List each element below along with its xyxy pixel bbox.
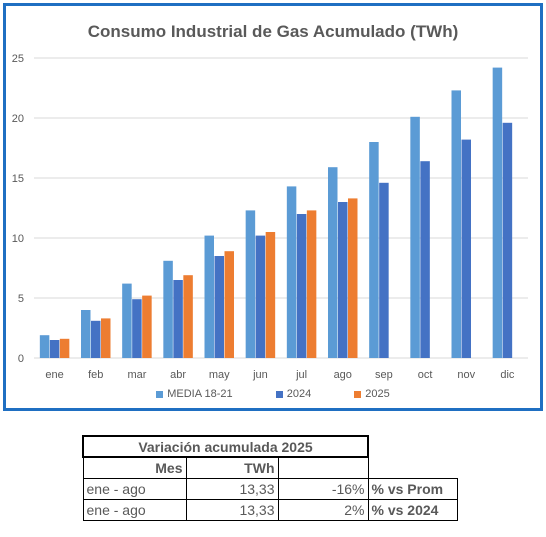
header-mes: Mes [82, 456, 187, 479]
x-tick-label: may [209, 369, 230, 381]
bar-2025-may [224, 251, 234, 358]
y-tick-label: 25 [12, 53, 24, 65]
x-tick-label: ene [45, 369, 63, 381]
bar-2024-jun [255, 235, 266, 358]
y-tick-label: 5 [18, 293, 24, 305]
bar-2025-feb [101, 318, 111, 358]
table-caption: Variación acumulada 2025 [82, 435, 369, 458]
legend: MEDIA 18-21 2024 2025 [6, 388, 540, 400]
bar-media-18-21-nov [451, 90, 461, 359]
legend-label-media: MEDIA 18-21 [167, 388, 233, 400]
x-tick-label: dic [500, 369, 515, 381]
bar-2024-feb [91, 320, 101, 358]
bar-2024-nov [461, 139, 471, 358]
legend-swatch-2025 [354, 390, 362, 398]
bar-2024-jul [296, 214, 307, 358]
bar-media-18-21-dic [492, 67, 503, 358]
row-period: ene - ago [82, 498, 187, 521]
bar-media-18-21-jul [286, 186, 297, 358]
row-pct: -16% [277, 477, 369, 500]
x-tick-label: sep [375, 369, 393, 381]
bar-2024-mar [132, 299, 142, 358]
row-label: % vs 2024 [367, 498, 458, 521]
bar-2024-sep [379, 182, 389, 358]
y-tick-label: 20 [12, 113, 24, 125]
summary-table: Variación acumulada 2025 Mes TWh ene - a… [82, 435, 458, 521]
x-tick-label: nov [457, 369, 475, 381]
bar-media-18-21-may [204, 235, 214, 358]
bar-2025-jul [306, 210, 317, 358]
legend-item-2024: 2024 [275, 388, 312, 400]
bar-media-18-21-oct [410, 116, 420, 358]
table-caption-row: Variación acumulada 2025 [82, 435, 457, 458]
x-tick-label: abr [170, 369, 186, 381]
bar-2025-abr [183, 275, 193, 358]
table-header-row: Mes TWh [82, 456, 457, 479]
bar-2024-dic [502, 122, 513, 358]
legend-item-media: MEDIA 18-21 [156, 388, 233, 400]
row-twh: 13,33 [185, 477, 279, 500]
x-tick-label: jul [295, 369, 307, 381]
y-tick-label: 10 [12, 233, 24, 245]
bar-media-18-21-ago [328, 167, 338, 358]
legend-item-2025: 2025 [354, 388, 390, 400]
bar-2025-ene [59, 338, 70, 358]
y-tick-label: 0 [18, 353, 24, 365]
x-tick-label: jun [252, 369, 268, 381]
chart-frame: 0 5 10 15 20 25 ene feb mar abr may jun jul ago sep oct… [3, 3, 543, 411]
bar-2025-jun [265, 232, 276, 358]
x-tick-label: feb [88, 369, 103, 381]
y-tick-label: 15 [12, 173, 24, 185]
bar-2024-abr [173, 280, 183, 358]
row-period: ene - ago [82, 477, 187, 500]
header-empty [277, 456, 369, 479]
bar-2024-ene [49, 340, 60, 358]
legend-swatch-2024 [275, 390, 283, 398]
table-row: ene - ago 13,33 2% % vs 2024 [82, 498, 458, 521]
chart-title: Consumo Industrial de Gas Acumulado (TWh… [87, 22, 459, 41]
x-tick-label: mar [127, 369, 146, 381]
bar-media-18-21-ene [39, 335, 50, 358]
row-pct: 2% [277, 498, 369, 521]
row-label: % vs Prom [367, 477, 458, 500]
x-tick-label: oct [418, 369, 433, 381]
bar-media-18-21-feb [81, 310, 91, 358]
bar-media-18-21-abr [163, 260, 173, 358]
bar-2024-ago [338, 202, 348, 358]
x-tick-label: ago [334, 369, 352, 381]
row-twh: 13,33 [185, 498, 279, 521]
table-row: ene - ago 13,33 -16% % vs Prom [82, 477, 458, 500]
bar-media-18-21-sep [369, 142, 379, 358]
bar-2025-mar [142, 295, 152, 358]
legend-label-2025: 2025 [365, 388, 390, 400]
legend-label-2024: 2024 [286, 388, 312, 400]
bar-media-18-21-jun [245, 210, 256, 358]
bar-2024-may [214, 256, 224, 358]
header-twh: TWh [185, 456, 279, 479]
legend-swatch-media [156, 390, 164, 398]
bar-2024-oct [420, 161, 430, 358]
bar-chart: 0 5 10 15 20 25 ene feb mar abr may jun jul ago sep oct… [12, 53, 528, 381]
bar-media-18-21-mar [122, 283, 132, 358]
bar-2025-ago [348, 198, 358, 358]
